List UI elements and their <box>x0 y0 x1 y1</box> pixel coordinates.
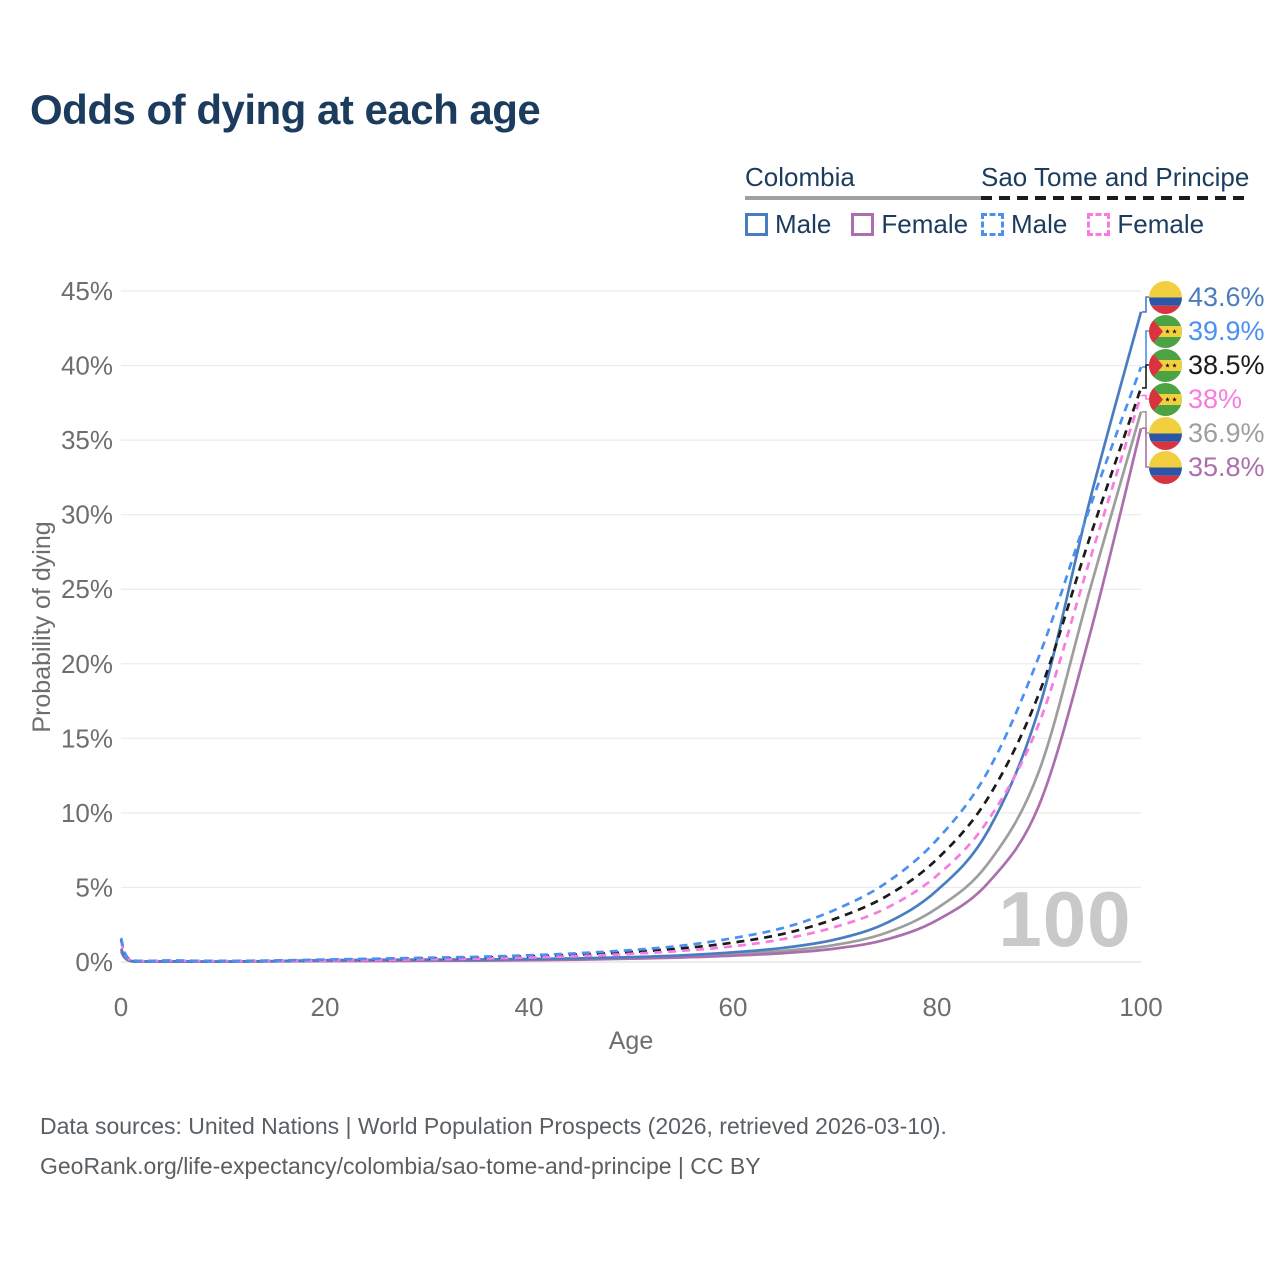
legend-swatch-sao-tome-male[interactable] <box>981 213 1004 236</box>
legend-label-colombia-female[interactable]: Female <box>881 209 969 239</box>
legend-label-sao-tome-male[interactable]: Male <box>1011 209 1068 239</box>
legend-country-colombia[interactable]: Colombia <box>745 162 855 192</box>
x-tick-label: 60 <box>719 992 748 1022</box>
y-tick-label: 45% <box>61 276 113 306</box>
x-tick-label: 80 <box>923 992 952 1022</box>
footer-data-sources: Data sources: United Nations | World Pop… <box>40 1113 947 1139</box>
y-tick-label: 15% <box>61 723 113 753</box>
series-line-colombia-total[interactable] <box>119 411 1143 963</box>
series-line-colombia-female[interactable] <box>119 427 1143 964</box>
footer: Data sources: United Nations | World Pop… <box>40 1106 947 1186</box>
legend-underline-solid <box>745 196 989 200</box>
legend-underline-dashed <box>981 196 1250 200</box>
legend-group-colombia: Colombia Male Female <box>745 162 989 240</box>
label-connector-colombia-female <box>1142 427 1150 468</box>
label-connector-colombia-total <box>1142 411 1150 434</box>
label-connector-sao-tome-male <box>1142 330 1150 368</box>
series-line-sao-tome-female[interactable] <box>119 394 1143 963</box>
x-axis-title: Age <box>609 1027 653 1055</box>
series-line-sao-tome-male[interactable] <box>119 366 1143 963</box>
label-connector-sao-tome-total <box>1142 364 1150 389</box>
x-tick-label: 40 <box>515 992 544 1022</box>
y-tick-label: 40% <box>61 351 113 381</box>
y-tick-label: 25% <box>61 574 113 604</box>
page-title: Odds of dying at each age <box>30 86 541 133</box>
legend-label-sao-tome-female[interactable]: Female <box>1117 209 1205 239</box>
x-tick-label: 20 <box>311 992 340 1022</box>
legend-swatch-colombia-male[interactable] <box>745 213 768 236</box>
age-counter-watermark: 100 <box>998 875 1132 963</box>
series-line-sao-tome-total[interactable] <box>119 387 1143 963</box>
x-tick-label: 0 <box>114 992 128 1022</box>
legend-country-sao-tome[interactable]: Sao Tome and Principe <box>981 162 1250 192</box>
legend-label-colombia-male[interactable]: Male <box>775 209 832 239</box>
y-tick-label: 35% <box>61 425 113 455</box>
label-connector-colombia-male <box>1142 296 1150 313</box>
legend-swatch-colombia-female[interactable] <box>851 213 875 236</box>
y-tick-label: 5% <box>75 872 113 902</box>
y-tick-label: 30% <box>61 500 113 530</box>
y-tick-label: 20% <box>61 649 113 679</box>
y-axis-title: Probability of dying <box>28 521 56 732</box>
legend-group-sao-tome: Sao Tome and Principe Male Female <box>981 162 1250 240</box>
y-tick-label: 0% <box>75 947 113 977</box>
label-connector-sao-tome-female <box>1142 394 1150 400</box>
y-tick-label: 10% <box>61 798 113 828</box>
x-tick-label: 100 <box>1119 992 1162 1022</box>
footer-attribution-link[interactable]: GeoRank.org/life-expectancy/colombia/sao… <box>40 1153 761 1179</box>
legend-swatch-sao-tome-female[interactable] <box>1087 213 1111 236</box>
